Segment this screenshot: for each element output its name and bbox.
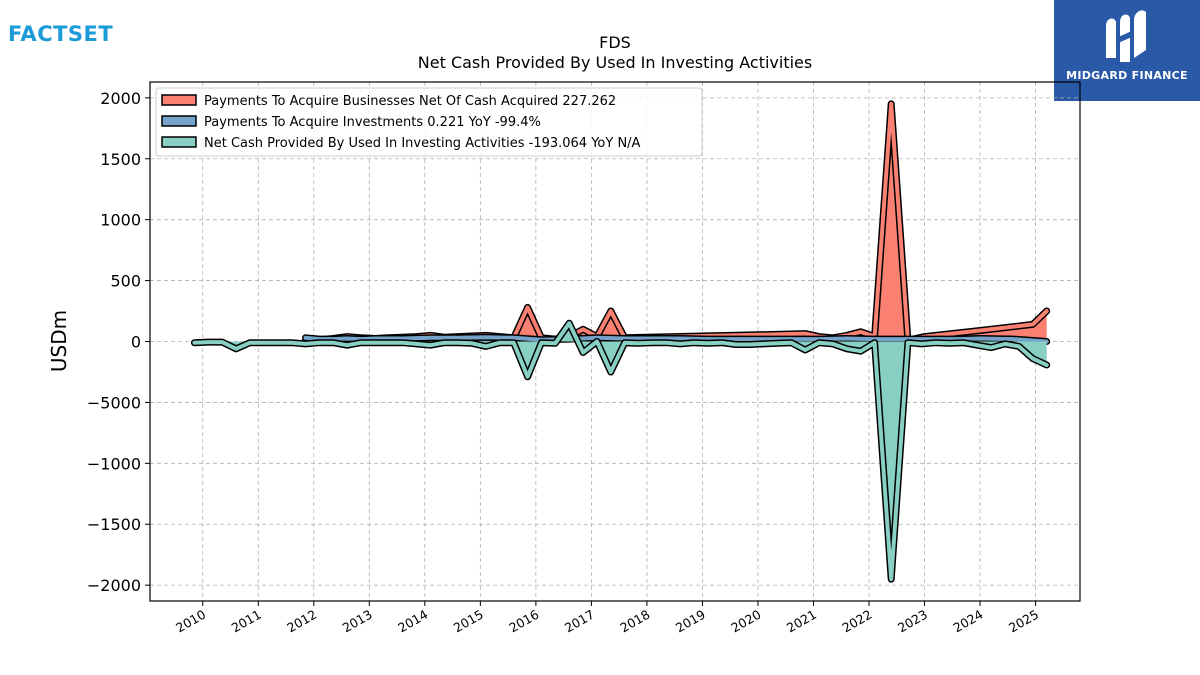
legend-label-2: Net Cash Provided By Used In Investing A… bbox=[204, 136, 641, 151]
x-tick-label: 2011 bbox=[229, 607, 264, 636]
y-tick-label: −1500 bbox=[87, 515, 141, 534]
series-line-1 bbox=[303, 335, 1049, 344]
chart-subtitle: Net Cash Provided By Used In Investing A… bbox=[418, 53, 812, 72]
y-tick-label: 2000 bbox=[100, 89, 141, 108]
x-tick-label: 2020 bbox=[728, 607, 763, 636]
x-tick-label: 2022 bbox=[839, 607, 874, 636]
y-tick-label: −2000 bbox=[87, 576, 141, 595]
legend-label-0: Payments To Acquire Businesses Net Of Ca… bbox=[204, 94, 616, 109]
chart-title: FDS bbox=[599, 33, 631, 52]
series-line-2 bbox=[192, 321, 1049, 582]
x-tick-label: 2012 bbox=[284, 607, 319, 636]
series-outline-2 bbox=[190, 319, 1051, 583]
factset-logo: FACTSET bbox=[8, 22, 114, 46]
legend-swatch-1 bbox=[161, 115, 197, 127]
x-tick-label: 2015 bbox=[451, 607, 486, 636]
legend-swatch-0 bbox=[161, 94, 197, 106]
y-tick-label: 0 bbox=[131, 333, 141, 352]
series-area-2 bbox=[194, 323, 1047, 580]
legend: Payments To Acquire Businesses Net Of Ca… bbox=[155, 87, 703, 157]
series-layer bbox=[190, 100, 1051, 583]
x-tick-label: 2013 bbox=[340, 607, 375, 636]
y-tick-label: −5000 bbox=[87, 393, 141, 412]
y-axis-ticks: 2000 1500 1000 500 0 −5000 −1000 −1500 −2000 bbox=[87, 89, 150, 595]
x-tick-label: 2014 bbox=[395, 607, 430, 636]
y-axis-label: USDm bbox=[47, 310, 71, 372]
x-tick-label: 2016 bbox=[506, 607, 541, 636]
x-tick-label: 2025 bbox=[1006, 607, 1041, 636]
x-tick-label: 2017 bbox=[562, 607, 597, 636]
y-tick-label: 1500 bbox=[100, 150, 141, 169]
midgard-finance-logo: MIDGARD FINANCE bbox=[1054, 0, 1200, 101]
x-axis-ticks: 2010 2011 2012 2013 2014 2015 2016 2017 2018 2019… bbox=[173, 601, 1041, 636]
y-tick-label: 1000 bbox=[100, 211, 141, 230]
x-tick-label: 2018 bbox=[617, 607, 652, 636]
midgard-emblem-icon bbox=[1106, 10, 1146, 62]
legend-swatch-2 bbox=[161, 136, 197, 148]
legend-label-1: Payments To Acquire Investments 0.221 Yo… bbox=[204, 115, 541, 130]
midgard-finance-wordmark: MIDGARD FINANCE bbox=[1066, 69, 1188, 82]
y-tick-label: 500 bbox=[110, 272, 141, 291]
x-tick-label: 2021 bbox=[784, 607, 819, 636]
x-tick-label: 2024 bbox=[951, 607, 986, 636]
x-tick-label: 2023 bbox=[895, 607, 930, 636]
legend-box bbox=[155, 87, 703, 157]
x-tick-label: 2019 bbox=[673, 607, 708, 636]
x-tick-label: 2010 bbox=[173, 607, 208, 636]
y-tick-label: −1000 bbox=[87, 454, 141, 473]
